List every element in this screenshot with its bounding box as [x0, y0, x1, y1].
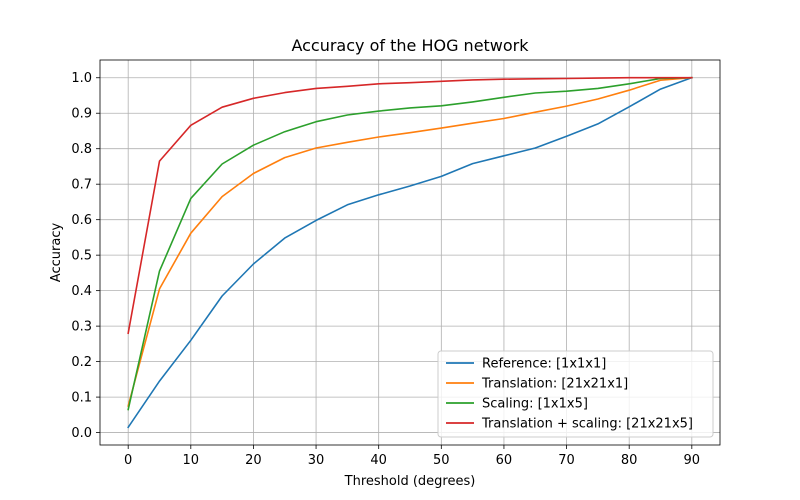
legend-box: [437, 350, 714, 438]
series-line-1: [127, 76, 693, 429]
series-lines: [127, 76, 693, 429]
x-tick-label: 0: [124, 453, 132, 468]
x-tick-label: 60: [496, 453, 513, 468]
legend: Reference: [1x1x1] Translation: [21x21x1]…: [437, 350, 714, 438]
x-tick-label: 20: [245, 453, 262, 468]
grid-lines: [100, 60, 720, 445]
series-line-3: [127, 76, 693, 411]
plot-area-frame: [99, 59, 721, 446]
y-tick-label: 0.0: [71, 426, 92, 441]
y-tick-label: 0.8: [71, 142, 92, 157]
y-tick-label: 0.9: [71, 107, 92, 122]
legend-items: Reference: [1x1x1] Translation: [21x21x1]…: [446, 357, 693, 432]
y-tick-label: 0.6: [71, 213, 92, 228]
x-tick-label: 10: [183, 453, 200, 468]
x-tick-label: 40: [370, 453, 387, 468]
x-axis-ticks: 0 10 20 30 40 50 60 70 80 90: [124, 445, 700, 468]
legend-label: Translation + scaling: [21x21x5]: [481, 417, 693, 432]
y-tick-label: 0.2: [71, 355, 92, 370]
y-tick-label: 0.7: [71, 178, 92, 193]
x-tick-label: 90: [684, 453, 701, 468]
y-axis-ticks: 0.0 0.1 0.2 0.3 0.4 0.5 0.6 0.7 0.8 0.9 1.0: [71, 71, 100, 441]
series-line-4: [127, 76, 693, 335]
y-tick-label: 1.0: [71, 71, 92, 86]
y-tick-label: 0.5: [71, 249, 92, 264]
series-line-2: [127, 76, 693, 407]
x-axis-label: Threshold (degrees): [344, 474, 476, 489]
x-tick-label: 80: [621, 453, 638, 468]
x-tick-label: 70: [558, 453, 575, 468]
x-tick-label: 50: [433, 453, 450, 468]
y-tick-label: 0.3: [71, 320, 92, 335]
y-axis-label: Accuracy: [49, 223, 64, 283]
y-tick-label: 0.1: [71, 391, 92, 406]
x-tick-label: 30: [308, 453, 325, 468]
legend-label: Translation: [21x21x1]: [481, 377, 628, 392]
y-tick-label: 0.4: [71, 284, 92, 299]
legend-label: Scaling: [1x1x5]: [482, 397, 588, 412]
legend-label: Reference: [1x1x1]: [482, 357, 606, 372]
chart-title: Accuracy of the HOG network: [291, 36, 529, 55]
